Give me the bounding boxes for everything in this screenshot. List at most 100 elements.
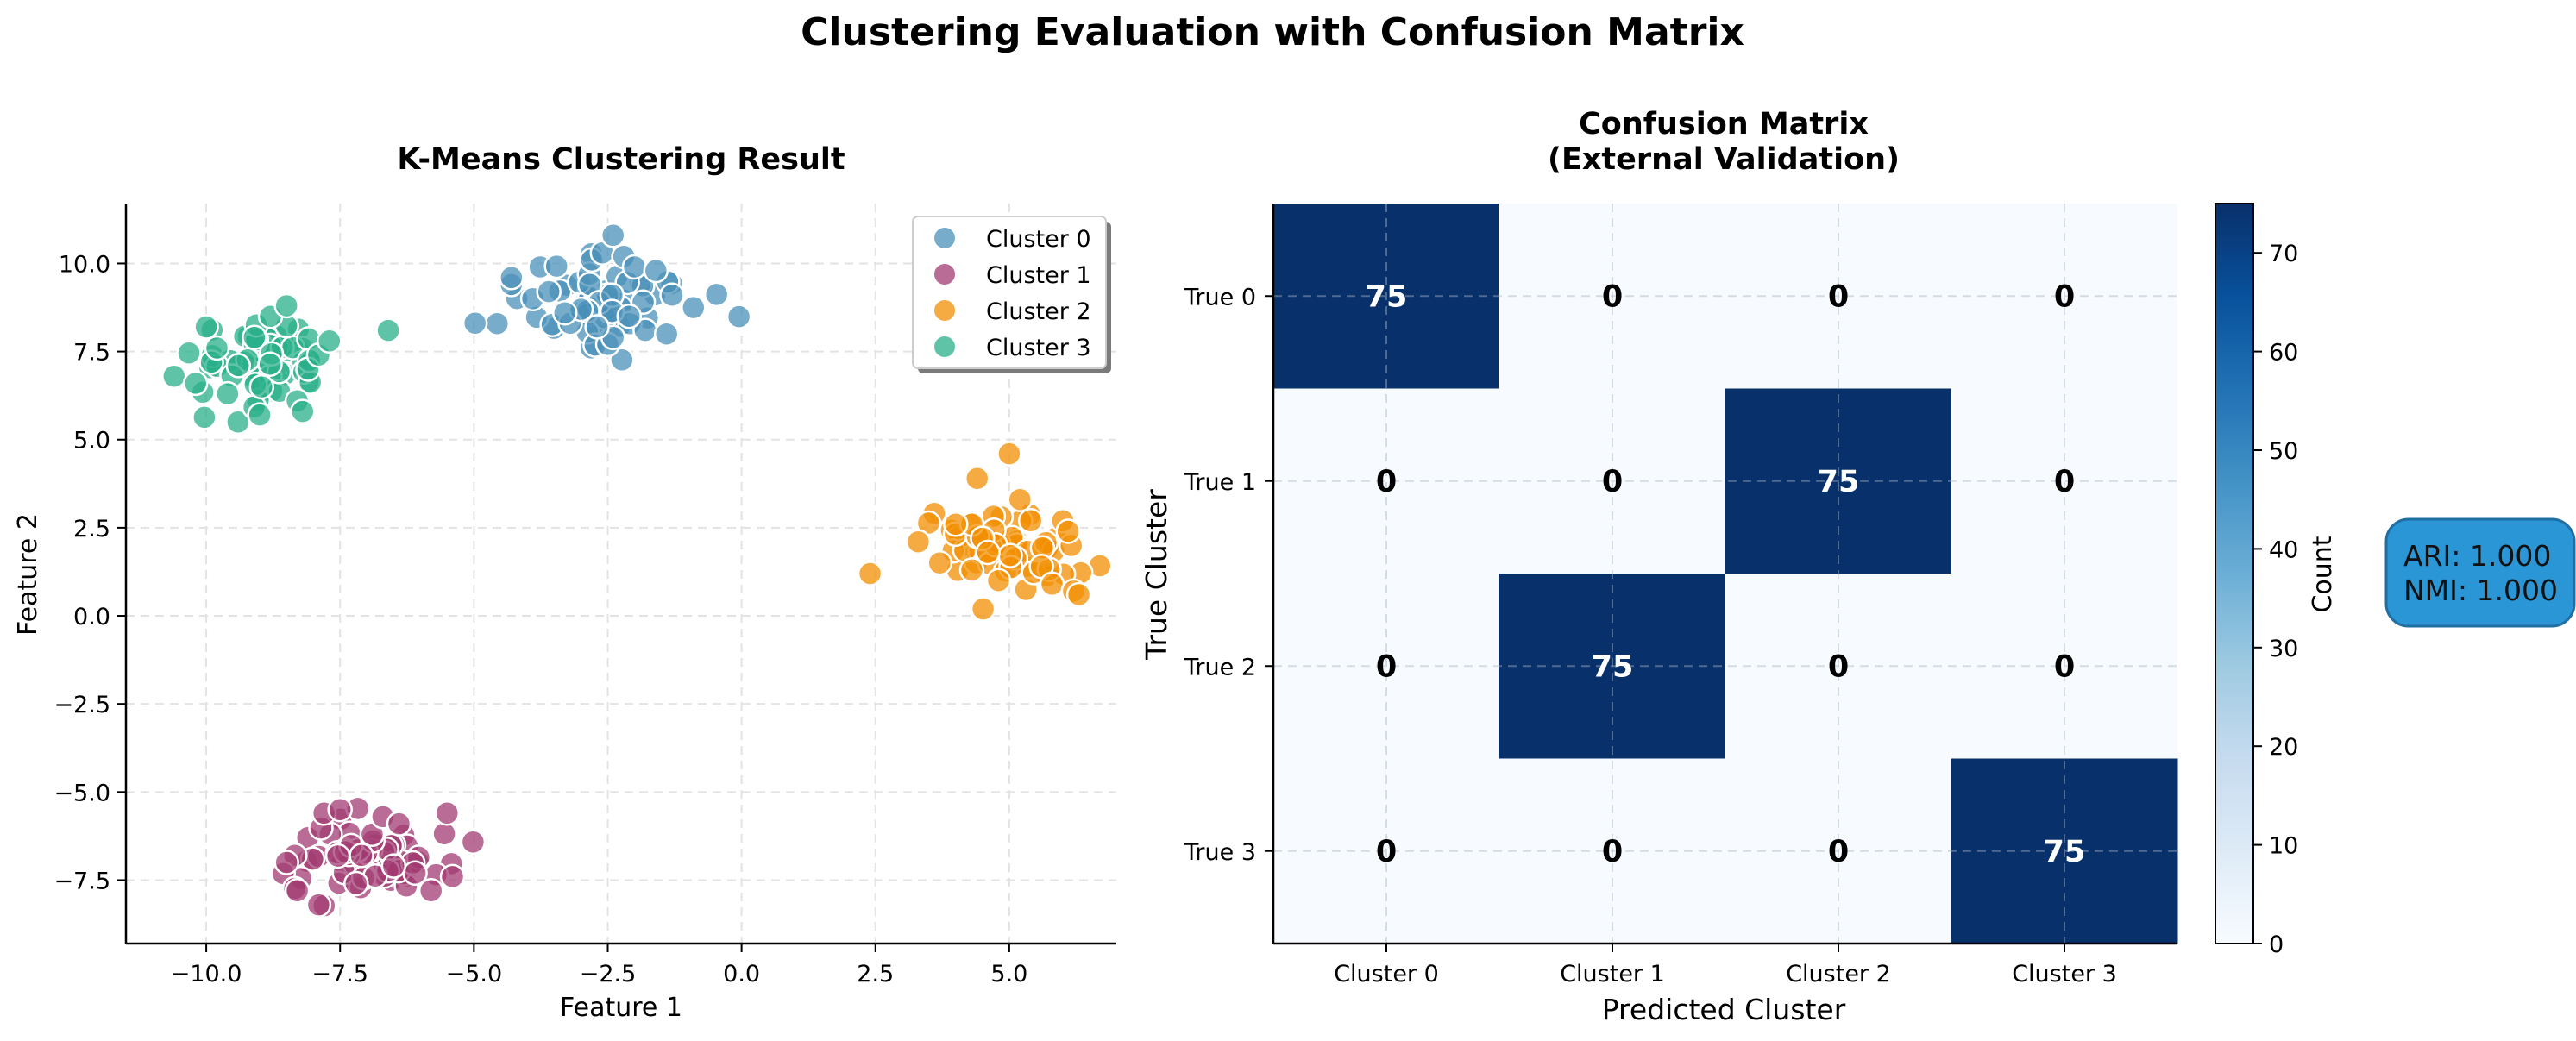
- scatter-point: [1017, 507, 1044, 534]
- scatter-point: [997, 542, 1023, 568]
- scatter-point: [380, 853, 407, 879]
- heatmap-cell: [1499, 574, 1726, 759]
- scatter-point: [970, 596, 996, 622]
- heatmap-cell: [1499, 204, 1726, 389]
- scatter-panel: K-Means Clustering Result −10.0 −7.5 −5.0−…: [13, 142, 1116, 1023]
- scatter-point: [327, 796, 353, 823]
- scatter-point: [621, 254, 648, 280]
- scatter-ytick-label: −2.5: [53, 692, 110, 718]
- heatmap-grid: [1273, 204, 2177, 944]
- scatter-point: [943, 511, 969, 537]
- scatter-point: [343, 870, 369, 897]
- heatmap-cell: [1725, 204, 1952, 389]
- heatmap-cell: [1273, 388, 1500, 574]
- scatter-point: [242, 324, 267, 351]
- colorbar-tick-label: 70: [2269, 241, 2298, 267]
- legend-marker: [933, 335, 957, 359]
- scatter-xtick-label: 2.5: [857, 961, 894, 988]
- heatmap-cell: [1951, 204, 2178, 389]
- scatter-point: [543, 253, 569, 279]
- scatter-point: [927, 549, 952, 576]
- scatter-point: [375, 317, 401, 343]
- scatter-point: [905, 529, 932, 555]
- scatter-point: [975, 539, 1001, 566]
- scatter-point: [225, 353, 252, 379]
- colorbar-label: Count: [2308, 536, 2338, 612]
- scatter-point: [386, 811, 412, 837]
- scatter-point: [204, 335, 230, 361]
- scatter-point: [192, 404, 217, 430]
- heatmap-cell: [1499, 388, 1726, 574]
- scatter-ytick-label: 7.5: [73, 340, 110, 367]
- legend-label: Cluster 2: [986, 298, 1091, 325]
- scatter-ylabel: Feature 2: [13, 513, 43, 636]
- heatmap-cell-value: 0: [2054, 649, 2075, 684]
- heatmap-xtick-label: Cluster 0: [1334, 961, 1439, 988]
- scatter-xlabel: Feature 1: [560, 993, 682, 1023]
- scatter-point: [681, 294, 707, 321]
- heatmap-cell-value: 0: [2054, 465, 2075, 499]
- scatter-point: [499, 265, 525, 291]
- heatmap-cell-value: 75: [1366, 279, 1408, 314]
- heatmap-cell-value: 75: [1592, 649, 1634, 684]
- scatter-point: [324, 843, 351, 869]
- heatmap-cell-value: 0: [2054, 279, 2075, 314]
- scatter-point: [584, 314, 610, 340]
- scatter-point: [996, 441, 1022, 467]
- scatter-point: [247, 402, 273, 428]
- legend-marker: [933, 226, 957, 250]
- heatmap-cell: [1951, 758, 2178, 944]
- scatter-ytick-label: −7.5: [53, 868, 110, 894]
- heatmap-cell: [1951, 574, 2178, 759]
- scatter-point: [161, 363, 187, 389]
- scatter-point: [460, 829, 487, 856]
- heatmap-cell-value: 0: [1602, 465, 1623, 499]
- scatter-point: [643, 257, 669, 284]
- heatmap-title-line-1: Confusion Matrix: [1579, 107, 1869, 141]
- heatmap-cell-value: 0: [1376, 649, 1397, 684]
- scatter-point: [439, 863, 466, 890]
- scatter-points: [161, 223, 1113, 919]
- scatter-point: [349, 843, 374, 869]
- heatmap-cell-labels: 75 0 0 0 0 0 75 0 0 75 0 0 0 0 0 75: [1366, 279, 2086, 869]
- heatmap-title-line-2: (External Validation): [1548, 142, 1900, 177]
- scatter-point: [964, 465, 990, 492]
- scatter-xtick-label: −2.5: [580, 961, 637, 988]
- scatter-point: [418, 877, 444, 904]
- scatter-point: [431, 820, 457, 847]
- scatter-ytick-label: 2.5: [73, 516, 110, 542]
- scatter-xtick-label: −7.5: [311, 961, 368, 988]
- heatmap-ytick-label: True 0: [1184, 284, 1256, 310]
- scatter-point: [484, 310, 511, 336]
- heatmap-cell-value: 0: [1828, 835, 1849, 869]
- scatter-point: [726, 304, 752, 329]
- heatmap-ytick-label: True 1: [1184, 469, 1256, 496]
- heatmap-panel: Confusion Matrix (External Validation) 7…: [1140, 107, 2178, 1026]
- scatter-point: [1065, 581, 1092, 608]
- scatter-point: [985, 568, 1012, 593]
- heatmap-cell-value: 0: [1828, 279, 1849, 314]
- heatmap-cell-value: 75: [2044, 835, 2086, 869]
- colorbar-gradient: [2215, 203, 2254, 944]
- scatter-point: [273, 292, 299, 319]
- colorbar-tick-label: 10: [2269, 833, 2298, 860]
- heatmap-cell: [1499, 758, 1726, 944]
- heatmap-cell-value: 0: [1376, 835, 1397, 869]
- scatter-point: [462, 310, 488, 336]
- heatmap-ytick-label: True 2: [1184, 654, 1256, 680]
- scatter-point: [616, 303, 643, 329]
- colorbar-tick-label: 30: [2269, 636, 2298, 662]
- heatmap-cell-value: 75: [1818, 465, 1860, 499]
- scatter-point: [182, 370, 209, 397]
- heatmap-cells: [1273, 204, 2178, 944]
- heatmap-cell: [1725, 574, 1952, 759]
- scatter-point: [305, 892, 332, 918]
- colorbar-ticks: 0 10 20 30 40 50 60 70: [2253, 241, 2298, 958]
- colorbar-tick-label: 60: [2269, 340, 2298, 367]
- heatmap-ylabel: True Cluster: [1140, 489, 1173, 661]
- legend-label: Cluster 1: [986, 262, 1091, 289]
- heatmap-cell: [1273, 758, 1500, 944]
- scatter-ytick-label: 5.0: [73, 428, 110, 455]
- scatter-ytick-label: −5.0: [53, 780, 110, 806]
